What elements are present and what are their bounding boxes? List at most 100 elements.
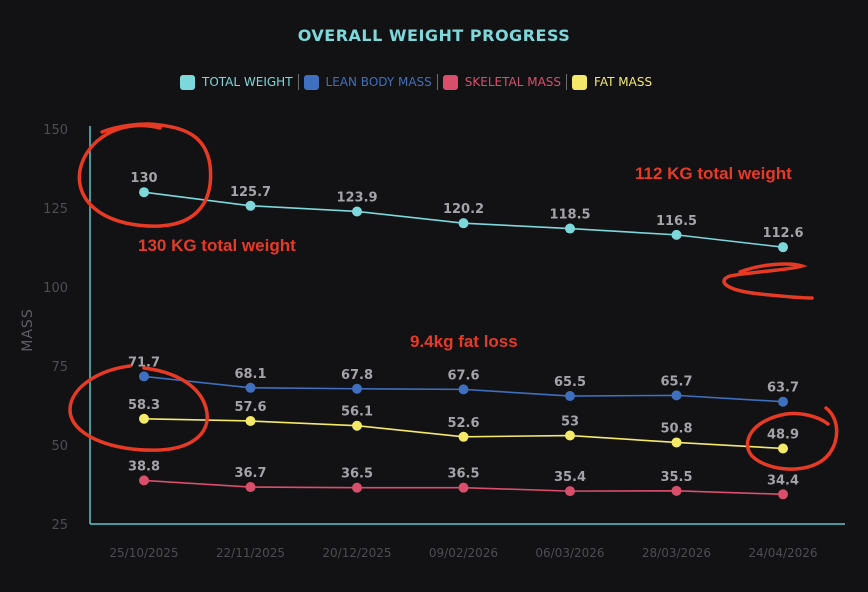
data-point-lean[interactable] [245, 382, 256, 393]
legend-label-skeletal-mass: SKELETAL MASS [464, 75, 562, 89]
y-tick-label: 50 [51, 439, 68, 454]
data-label-total: 130 [130, 171, 157, 186]
data-label-lean: 63.7 [767, 381, 799, 396]
data-label-total: 112.6 [762, 226, 803, 241]
legend-divider [436, 74, 438, 90]
series-total: 130 125.7 123.9 120.2 118.5 116.5 112.6 [130, 171, 804, 253]
legend-swatch-total-weight [180, 74, 195, 90]
data-point-fat[interactable] [458, 431, 469, 442]
data-point-total[interactable] [139, 187, 149, 198]
y-tick-label: 150 [43, 123, 68, 138]
legend-item-skeletal-mass[interactable]: SKELETAL MASS [442, 74, 562, 90]
data-point-total[interactable] [565, 223, 575, 234]
data-label-skeletal: 36.5 [341, 467, 373, 482]
x-tick-label: 25/10/2025 [109, 546, 178, 560]
data-point-lean[interactable] [458, 384, 469, 395]
legend-swatch-fat-mass [572, 74, 588, 90]
annotation-start-weight: 130 KG total weight [138, 236, 296, 255]
data-point-lean[interactable] [671, 390, 682, 401]
data-point-skeletal[interactable] [565, 486, 575, 497]
data-label-fat: 58.3 [128, 398, 160, 413]
scribble-circle-start-weight [77, 122, 213, 228]
legend-item-lean-body-mass[interactable]: LEAN BODY MASS [303, 74, 432, 90]
series-skeletal: 38.8 36.7 36.5 36.5 35.4 35.5 34.4 [128, 459, 799, 500]
y-tick-label: 100 [43, 281, 68, 296]
data-point-fat[interactable] [671, 437, 682, 448]
data-point-fat[interactable] [139, 413, 149, 424]
axes: 150 125 100 75 50 25 25/10/2025 22/11/2025 20/12… [43, 123, 845, 560]
legend-label-total-weight: TOTAL WEIGHT [202, 75, 293, 89]
data-label-skeletal: 36.7 [234, 466, 266, 481]
data-label-fat: 56.1 [341, 405, 373, 420]
hand-drawn-markup [68, 122, 839, 471]
legend-divider [566, 74, 568, 90]
y-tick-label: 75 [51, 360, 68, 375]
data-point-lean[interactable] [565, 391, 575, 402]
data-point-fat[interactable] [352, 420, 362, 431]
data-point-total[interactable] [778, 242, 788, 253]
data-label-fat: 53 [561, 415, 579, 430]
annotation-fat-loss: 9.4kg fat loss [410, 332, 518, 351]
data-label-skeletal: 38.8 [128, 459, 160, 474]
data-label-fat: 48.9 [767, 427, 799, 442]
data-point-lean[interactable] [139, 371, 149, 382]
x-tick-label: 24/04/2026 [748, 546, 817, 560]
data-point-fat[interactable] [778, 443, 788, 454]
legend: TOTAL WEIGHT LEAN BODY MASS SKELETAL MAS… [180, 72, 652, 92]
data-point-skeletal[interactable] [458, 482, 469, 493]
data-point-skeletal[interactable] [139, 475, 149, 486]
x-tick-label: 28/03/2026 [642, 546, 711, 560]
legend-label-fat-mass: FAT MASS [594, 75, 653, 89]
data-point-total[interactable] [245, 200, 256, 211]
x-tick-label: 22/11/2025 [216, 546, 285, 560]
y-tick-label: 125 [43, 202, 68, 217]
data-label-skeletal: 36.5 [447, 467, 479, 482]
data-label-total: 123.9 [336, 190, 377, 205]
data-point-lean[interactable] [778, 396, 788, 407]
series-lean: 71.7 68.1 67.8 67.6 65.5 65.7 63.7 [128, 355, 799, 407]
legend-label-lean-body-mass: LEAN BODY MASS [325, 75, 432, 89]
data-label-lean: 71.7 [128, 355, 160, 370]
series-fat: 58.3 57.6 56.1 52.6 53 50.8 48.9 [128, 398, 799, 454]
data-point-fat[interactable] [245, 415, 256, 426]
data-point-skeletal[interactable] [245, 482, 256, 493]
data-label-skeletal: 34.4 [767, 473, 799, 488]
legend-item-total-weight[interactable]: TOTAL WEIGHT [180, 74, 293, 90]
data-label-fat: 57.6 [234, 400, 266, 415]
data-label-lean: 68.1 [234, 367, 266, 382]
data-point-total[interactable] [671, 229, 682, 240]
data-label-lean: 65.7 [660, 374, 692, 389]
legend-swatch-lean-body-mass [303, 74, 319, 90]
annotation-end-weight: 112 KG total weight [635, 164, 792, 183]
data-point-skeletal[interactable] [352, 482, 362, 493]
legend-swatch-skeletal-mass [442, 74, 458, 90]
scribble-circle-start-fat [68, 364, 209, 452]
legend-item-fat-mass[interactable]: FAT MASS [572, 74, 653, 90]
data-point-total[interactable] [458, 218, 469, 229]
x-tick-label: 06/03/2026 [535, 546, 604, 560]
data-label-fat: 50.8 [660, 421, 692, 436]
data-label-lean: 67.8 [341, 368, 373, 383]
data-point-skeletal[interactable] [671, 485, 682, 496]
x-tick-label: 09/02/2026 [429, 546, 498, 560]
data-label-total: 125.7 [230, 185, 271, 200]
data-point-lean[interactable] [352, 383, 362, 394]
data-point-skeletal[interactable] [778, 489, 788, 500]
scribble-circle-end-fat [745, 406, 839, 471]
y-tick-label: 25 [51, 518, 68, 533]
chart-title: OVERALL WEIGHT PROGRESS [297, 26, 571, 45]
data-label-lean: 67.6 [447, 368, 479, 383]
data-label-total: 120.2 [443, 202, 484, 217]
data-label-total: 116.5 [656, 214, 697, 229]
data-label-skeletal: 35.4 [554, 470, 586, 485]
data-label-skeletal: 35.5 [660, 470, 692, 485]
data-label-fat: 52.6 [447, 416, 479, 431]
data-point-total[interactable] [352, 206, 362, 217]
data-label-lean: 65.5 [554, 375, 586, 390]
data-label-total: 118.5 [549, 208, 590, 223]
legend-divider [297, 74, 299, 90]
x-tick-label: 20/12/2025 [322, 546, 391, 560]
data-point-fat[interactable] [565, 430, 575, 441]
